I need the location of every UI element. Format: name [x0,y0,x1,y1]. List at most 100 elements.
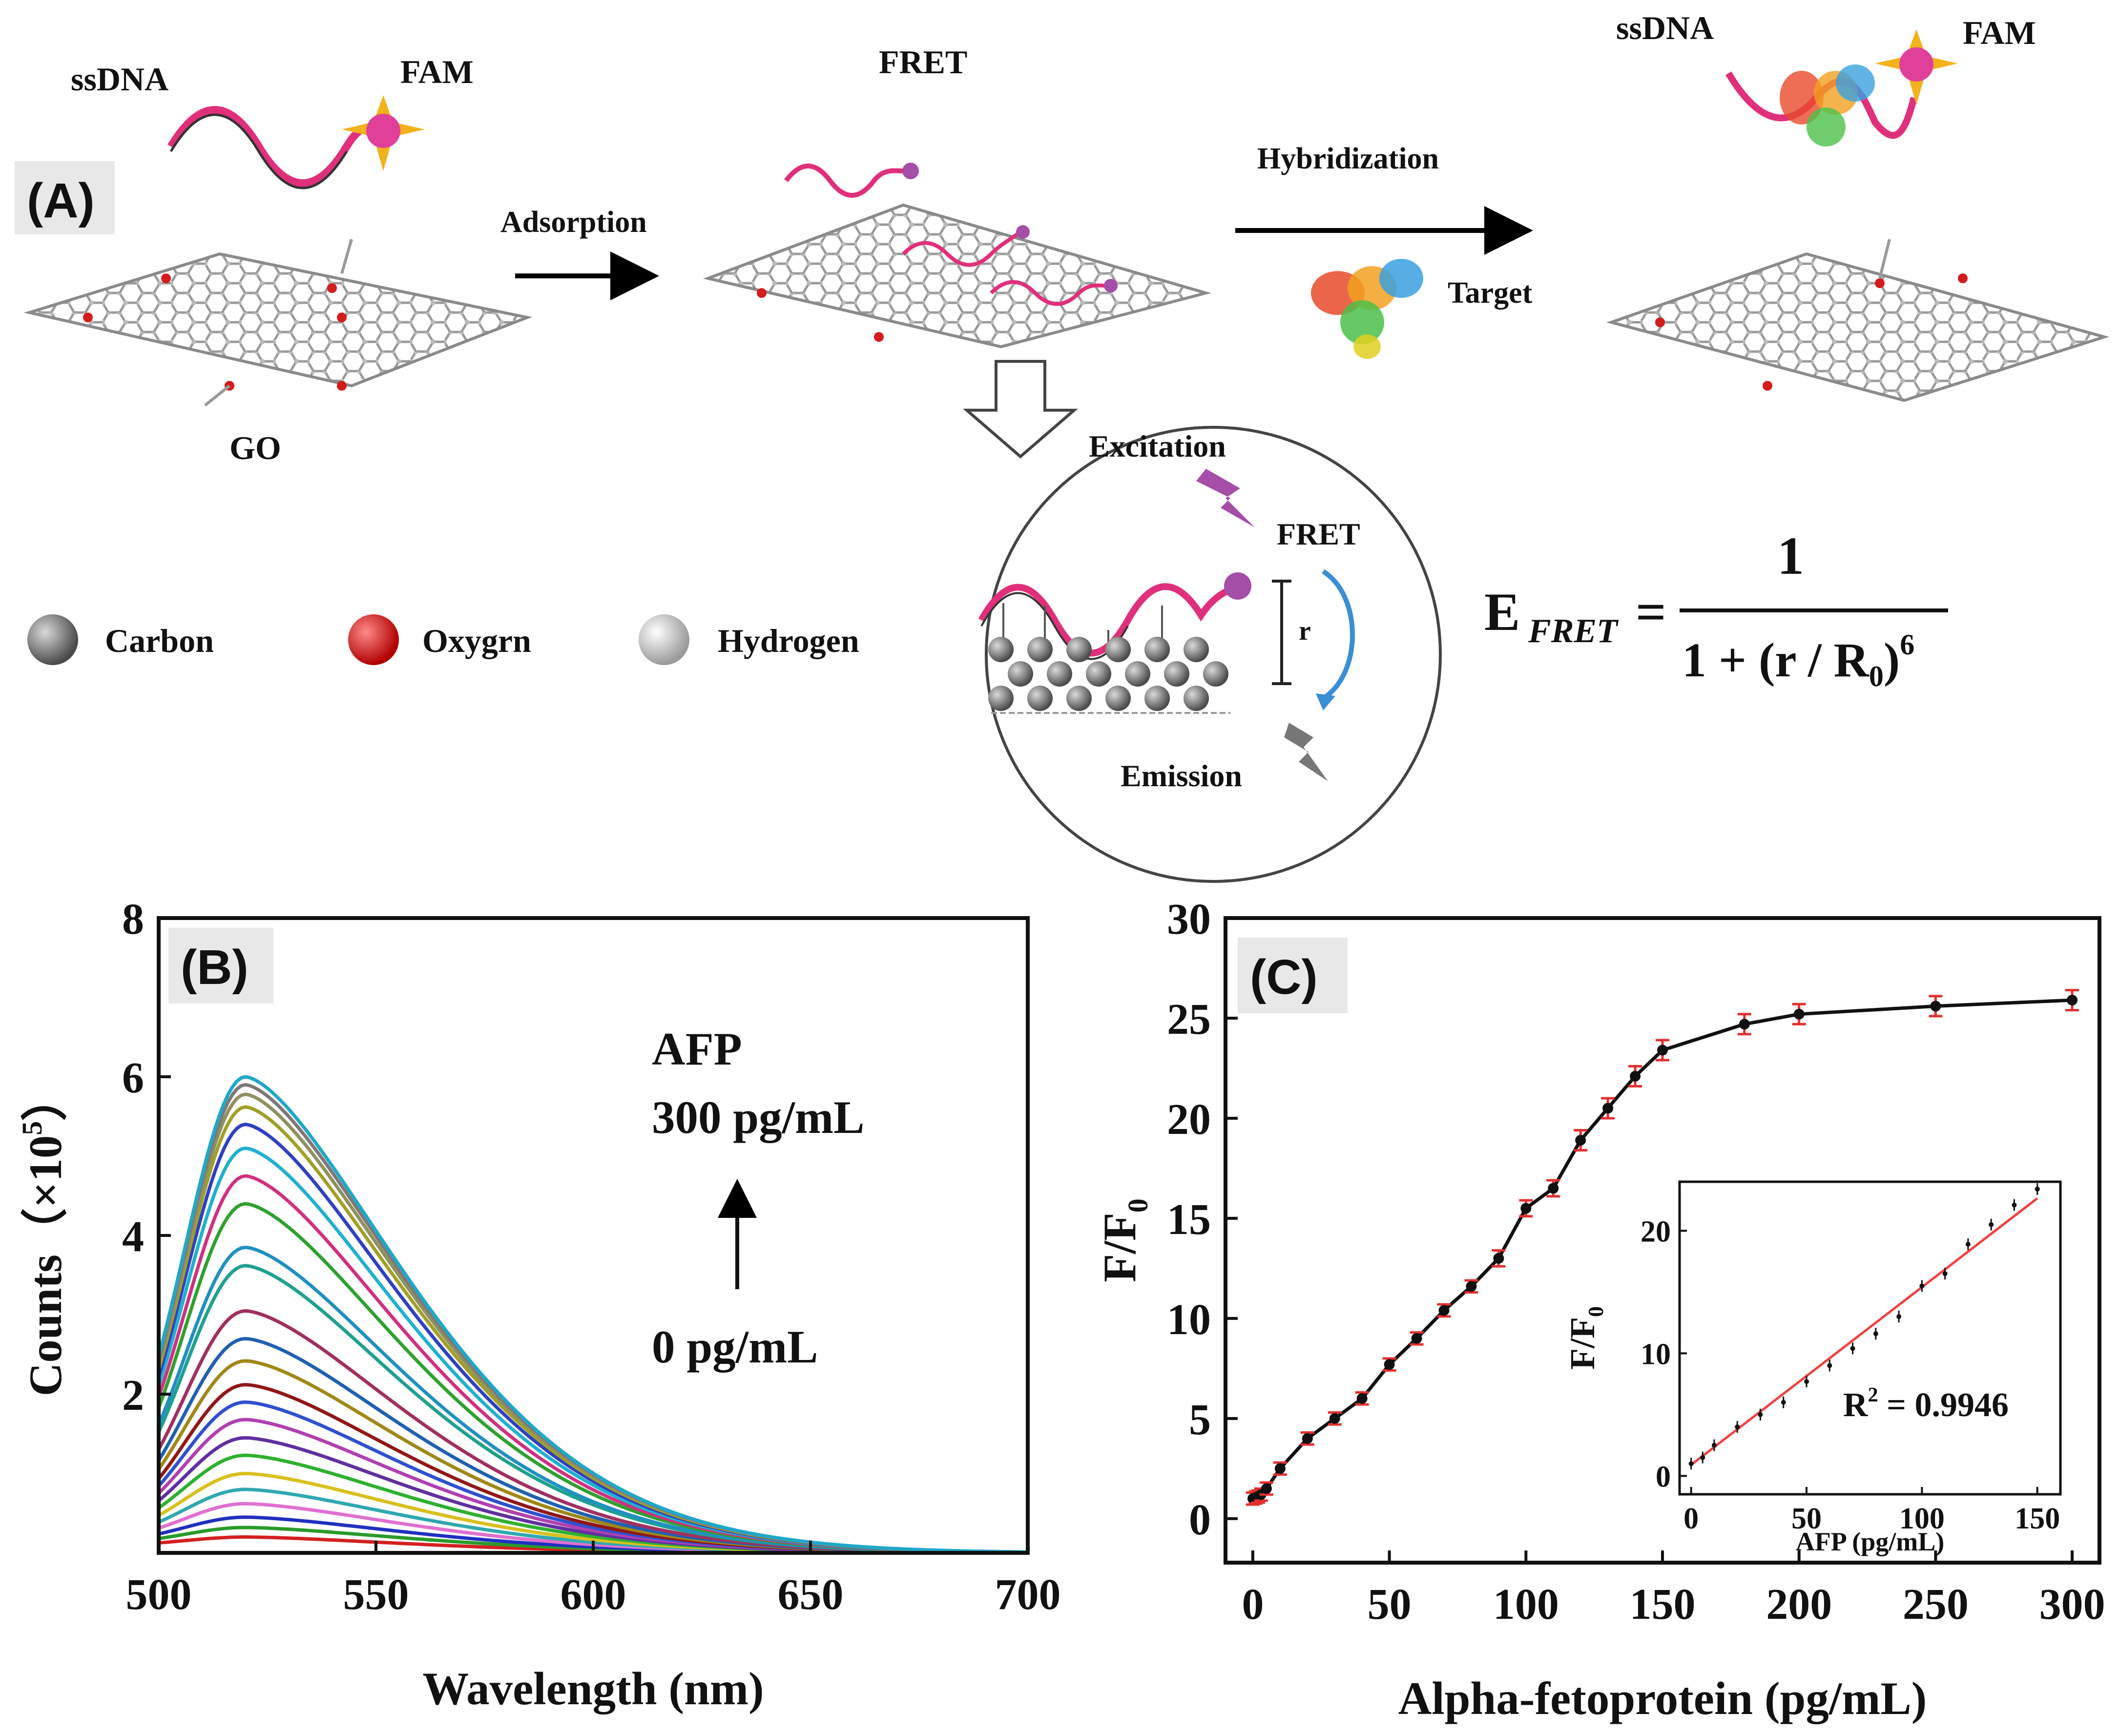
data-point-23 [2067,995,2078,1006]
x-tick-label-200: 200 [1766,1580,1832,1629]
target-protein-icon [1311,259,1423,359]
inset-point-16 [2035,1187,2040,1192]
inset-x-tick-label-50: 50 [1791,1502,1822,1535]
panel-a-label-bg [15,161,115,234]
x-tick-label-650: 650 [778,1570,844,1619]
inset-point-2 [1711,1443,1717,1448]
data-point-8 [1356,1393,1368,1404]
y-tick-label-8: 8 [122,895,144,943]
spectrum-series-23 [157,1075,1028,1554]
fret-inset-label: FRET [1277,517,1360,551]
data-point-17 [1602,1103,1614,1114]
data-point-14 [1520,1203,1532,1214]
panel-b-xlabel: Wavelength (nm) [422,1663,764,1715]
ssdna-strand-left-shadow [169,113,348,189]
data-point-6 [1302,1433,1313,1444]
fret-fam-dot [1224,572,1251,600]
inset-x-tick-label-0: 0 [1683,1502,1699,1535]
inset-y-tick-label-10: 10 [1641,1338,1671,1371]
excitation-bolt-icon [1196,469,1255,527]
y-tick-label-20: 20 [1167,1095,1211,1144]
spectra-series [157,1075,1028,1555]
panel-a: (A) ssDNA FAM GO Adsorption FRET [15,9,2110,883]
panel-c-label-bg [1238,938,1348,1013]
data-point-7 [1329,1413,1340,1424]
x-tick-label-50: 50 [1368,1580,1412,1629]
inset-point-10 [1896,1314,1902,1319]
inset-point-5 [1781,1400,1786,1405]
inset-plot-frame [1678,1180,2062,1496]
inset-point-6 [1804,1379,1809,1384]
x-tick-label-150: 150 [1630,1580,1696,1629]
equation-numerator: 1 [1777,526,1804,586]
inset-ylabel: F/F0 [1563,1306,1608,1370]
y-tick-label-10: 10 [1167,1296,1211,1344]
inset-point-3 [1735,1424,1740,1429]
panel-b-label-bg [168,928,273,1004]
target-label: Target [1448,276,1533,310]
inset-point-1 [1700,1455,1705,1460]
inset-point-7 [1827,1363,1832,1368]
panel-b-ticks: 500 550 600 650 700 2 4 6 8 [122,895,1061,1619]
panel-c-xlabel: Alpha-fetoprotein (pg/mL) [1398,1673,1927,1724]
y-tick-label-15: 15 [1167,1195,1211,1244]
inset-point-11 [1919,1283,1925,1289]
data-point-12 [1466,1281,1477,1292]
data-point-11 [1438,1305,1450,1316]
adsorption-label: Adsorption [500,206,647,239]
down-hollow-arrow-icon [962,360,1079,459]
x-tick-label-700: 700 [995,1570,1061,1619]
ssdna-strand-left [167,106,382,187]
data-point-9 [1384,1359,1395,1370]
inset-fit-line [1690,1197,2038,1466]
inset-point-12 [1942,1271,1948,1276]
inset-x-tick-label-100: 100 [1899,1502,1945,1535]
inset-xlabel: AFP (pg/mL) [1796,1527,1945,1556]
fam-star-left-icon [342,95,425,171]
protein-bound-icon [1780,64,1875,146]
data-point-4 [1261,1483,1272,1494]
inset-point-0 [1688,1461,1694,1466]
inset-y-tick-label-20: 20 [1641,1215,1671,1248]
fam-star-right-icon [1875,29,1958,105]
fam-label-right: FAM [1963,14,2036,51]
y-tick-label-4: 4 [122,1213,144,1261]
fret-inset: Excitation FRET r [978,426,1442,883]
x-tick-label-0: 0 [1242,1580,1264,1629]
panel-b-ylabel: Counts（×105） [16,1075,71,1397]
data-point-5 [1274,1463,1286,1474]
y-tick-label-30: 30 [1167,895,1211,943]
y-tick-label-25: 25 [1167,995,1211,1044]
atom-legend: Carbon Oxygrn Hydrogen [27,614,859,665]
legend-carbon-label: Carbon [105,622,214,659]
go-sheet-left [23,239,533,407]
inset-y-tick-label-0: 0 [1656,1460,1671,1493]
spectrum-series-14 [157,1264,1028,1554]
graphene-balls [988,637,1228,711]
data-point-15 [1548,1183,1559,1194]
excitation-label: Excitation [1089,429,1226,463]
fret-strand [978,583,1234,657]
x-tick-label-550: 550 [343,1570,409,1619]
legend-oxygen-icon [348,614,399,665]
inset-point-13 [1965,1242,1971,1247]
data-point-21 [1793,1008,1805,1020]
legend-carbon-icon [27,614,78,665]
fam-label: FAM [400,53,474,90]
legend-hydrogen-icon [639,614,689,665]
fret-equation: E FRET = 1 1 + (r / R0)6 [1484,526,1948,692]
afp-title: AFP [652,1023,742,1075]
inset-ticks: 0 50 100 150 0 10 20 [1641,1215,2060,1535]
inset-series [1688,1183,2040,1470]
ssdna-label-right: ssDNA [1616,9,1714,46]
inset-point-14 [1989,1222,1994,1227]
emission-bolt-icon [1284,723,1328,781]
x-tick-label-300: 300 [2039,1580,2105,1629]
inset-x-tick-label-150: 150 [2015,1502,2060,1535]
data-point-19 [1657,1045,1668,1056]
hybridization-label: Hybridization [1257,142,1439,175]
inset-point-15 [2012,1202,2017,1208]
fret-arc-icon [1322,569,1355,701]
